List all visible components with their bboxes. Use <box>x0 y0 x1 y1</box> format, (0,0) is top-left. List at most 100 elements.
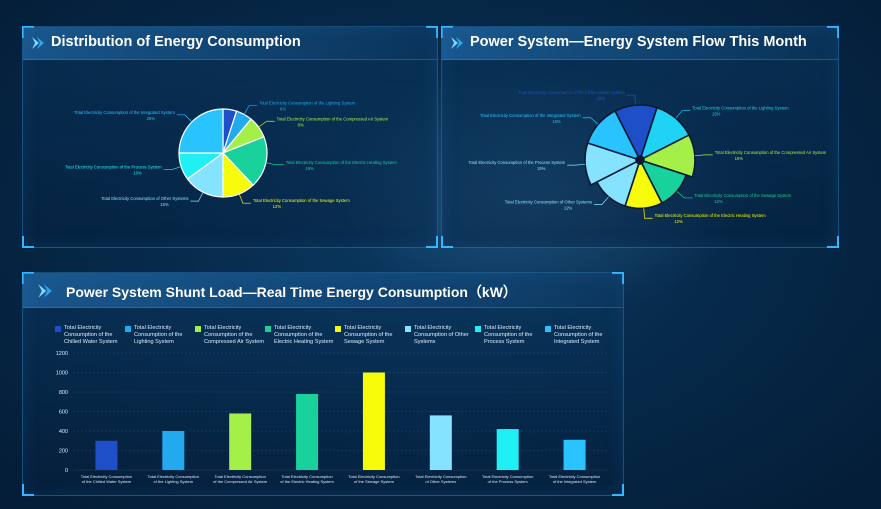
chevron-right-icon <box>451 37 463 49</box>
panel-title: Distribution of Energy Consumption <box>51 34 301 50</box>
legend-label: Total Electricity Consumption of Other S… <box>414 325 469 345</box>
y-tick-label: 1200 <box>56 351 68 357</box>
pie-slice-label: Total Electricity Consumption of the Com… <box>715 150 827 155</box>
energy-distribution-panel: Distribution of Energy Consumption Total… <box>22 26 438 248</box>
pie-label-leader <box>190 192 204 202</box>
legend-swatch <box>55 326 61 332</box>
x-tick-label: Total Electricity Consumption <box>215 474 266 479</box>
legend-label: Total Electricity Consumption of the Chi… <box>64 325 118 345</box>
pie-slice-label: Total Electricity Consumption of the Int… <box>74 110 175 115</box>
pie-slice-percent: 8% <box>298 122 304 127</box>
y-tick-label: 800 <box>59 390 68 396</box>
pie-label-leader <box>594 196 609 205</box>
panel-header: Power System—Energy System Flow This Mon… <box>442 27 838 60</box>
pie-slice-percent: 15% <box>160 202 169 207</box>
pie-slice-percent: 25% <box>147 116 156 121</box>
pie-label-leader <box>676 191 693 199</box>
pie-slice-percent: 12% <box>674 219 683 224</box>
pie-slice-percent: 12% <box>564 205 573 210</box>
chevron-right-icon <box>38 284 52 298</box>
legend-swatch <box>475 326 481 332</box>
y-tick-label: 0 <box>65 468 68 474</box>
x-tick-label: of the Integrated System <box>553 479 597 484</box>
pie-slice-label: Total Electricity Consumption of the Com… <box>277 116 389 121</box>
y-tick-label: 200 <box>59 449 68 455</box>
x-tick-label: Total Electricity Consumption <box>148 474 199 479</box>
legend-swatch <box>125 326 131 332</box>
x-tick-label: Total Electricity Consumption <box>415 474 466 479</box>
pie-slice-label: Total Electricity Consumption of the Int… <box>480 113 581 118</box>
shunt-load-panel: Power System Shunt Load—Real Time Energy… <box>22 272 624 496</box>
pie-slice-percent: 15% <box>735 156 744 161</box>
pie-label-leader <box>567 163 586 166</box>
pie-slice-label: Total Electricity Consumption of the Chi… <box>518 90 625 95</box>
x-tick-label: Total Electricity Consumption <box>482 474 533 479</box>
legend-item[interactable]: Total Electricity Consumption of the Int… <box>545 325 615 351</box>
bar[interactable] <box>429 415 452 470</box>
legend-swatch <box>265 326 271 332</box>
legend-item[interactable]: Total Electricity Consumption of the Pro… <box>475 325 545 351</box>
pie-slice-percent: 15% <box>552 119 561 124</box>
x-tick-label: of the Compressed Air System <box>213 479 268 484</box>
x-tick-label: Total Electricity Consumption <box>281 474 332 479</box>
x-tick-label: of the Process System <box>488 479 529 484</box>
pie-slice-label: Total Electricity Consumption of the Lig… <box>692 106 789 111</box>
bar[interactable] <box>296 393 319 470</box>
panel-title: Power System Shunt Load—Real Time Energy… <box>66 284 517 300</box>
pie-slice[interactable] <box>178 108 224 154</box>
pie-slice-label: Total Electricity Consumption of Other S… <box>101 196 188 201</box>
pie-slice-percent: 6% <box>280 107 286 112</box>
shunt-load-bar-chart: 0 200 400 600 800 1000 1200 Total Electricity C… <box>56 351 608 484</box>
bar[interactable] <box>563 439 586 470</box>
x-tick-label: Total Electricity Consumption <box>348 474 399 479</box>
pie-slice-label: Total Electricity Consumption of the Pro… <box>468 160 565 165</box>
bar[interactable] <box>496 429 519 470</box>
pie-slice-percent: 12% <box>714 199 723 204</box>
pie-label-leader <box>265 162 284 166</box>
y-tick-label: 400 <box>59 429 68 435</box>
pie-label-leader <box>163 166 182 171</box>
flow-rose-chart: Total Electricity Consumption of the Chi… <box>468 90 827 224</box>
pie-label-leader <box>582 117 599 125</box>
pie-slice-label: Total Electricity Consumption of the Pro… <box>65 165 162 170</box>
panel-corner <box>441 236 453 248</box>
bar[interactable] <box>229 413 252 470</box>
legend-item[interactable]: Total Electricity Consumption of the Lig… <box>125 325 195 351</box>
legend-label: Total Electricity Consumption of the Pro… <box>484 325 533 345</box>
bar[interactable] <box>362 372 385 471</box>
pie-slice-label: Total Electricity Consumption of the Ele… <box>655 213 767 218</box>
legend-item[interactable]: Total Electricity Consumption of the Sew… <box>335 325 405 351</box>
panel-corner <box>612 484 624 496</box>
pie-slice-percent: 15% <box>537 166 546 171</box>
legend-label: Total Electricity Consumption of the Lig… <box>134 325 183 345</box>
panel-header: Power System Shunt Load—Real Time Energy… <box>23 273 623 308</box>
pie-label-leader <box>258 120 275 128</box>
y-tick-label: 1000 <box>56 371 68 377</box>
legend-item[interactable]: Total Electricity Consumption of the Com… <box>195 325 265 351</box>
panel-corner <box>827 236 839 248</box>
x-tick-label: of the Electric Heating System <box>280 479 334 484</box>
bar[interactable] <box>162 431 185 470</box>
pie-slice-percent: 10% <box>133 171 142 176</box>
chevron-right-icon <box>32 37 44 49</box>
legend-item[interactable]: Total Electricity Consumption of Other S… <box>405 325 475 351</box>
legend-item[interactable]: Total Electricity Consumption of the Ele… <box>265 325 335 351</box>
x-tick-label: Total Electricity Consumption <box>81 474 132 479</box>
pie-label-leader <box>626 94 637 106</box>
x-tick-label: of the Chilled Water System <box>82 479 132 484</box>
bar[interactable] <box>95 440 118 470</box>
pie-slice-percent: 19% <box>306 166 315 171</box>
pie-slice-percent: 15% <box>597 96 606 101</box>
pie-label-leader <box>243 105 258 115</box>
pie-slice-percent: 12% <box>273 204 282 209</box>
pie-label-leader <box>675 110 691 119</box>
pie-label-leader <box>238 193 251 204</box>
panel-corner <box>22 484 34 496</box>
x-tick-label: of the Lighting System <box>154 479 194 484</box>
pie-slice-label: Total Electricity Consumption of the Lig… <box>259 101 356 106</box>
pie-slice-label: Total Electricity Consumption of the Sew… <box>694 193 791 198</box>
legend-item[interactable]: Total Electricity Consumption of the Chi… <box>55 325 125 351</box>
distribution-pie-chart: Total Electricity Consumption of the Lig… <box>65 101 398 210</box>
legend-label: Total Electricity Consumption of the Int… <box>554 325 603 345</box>
pie-slice-label: Total Electricity Consumption of the Ele… <box>286 160 398 165</box>
